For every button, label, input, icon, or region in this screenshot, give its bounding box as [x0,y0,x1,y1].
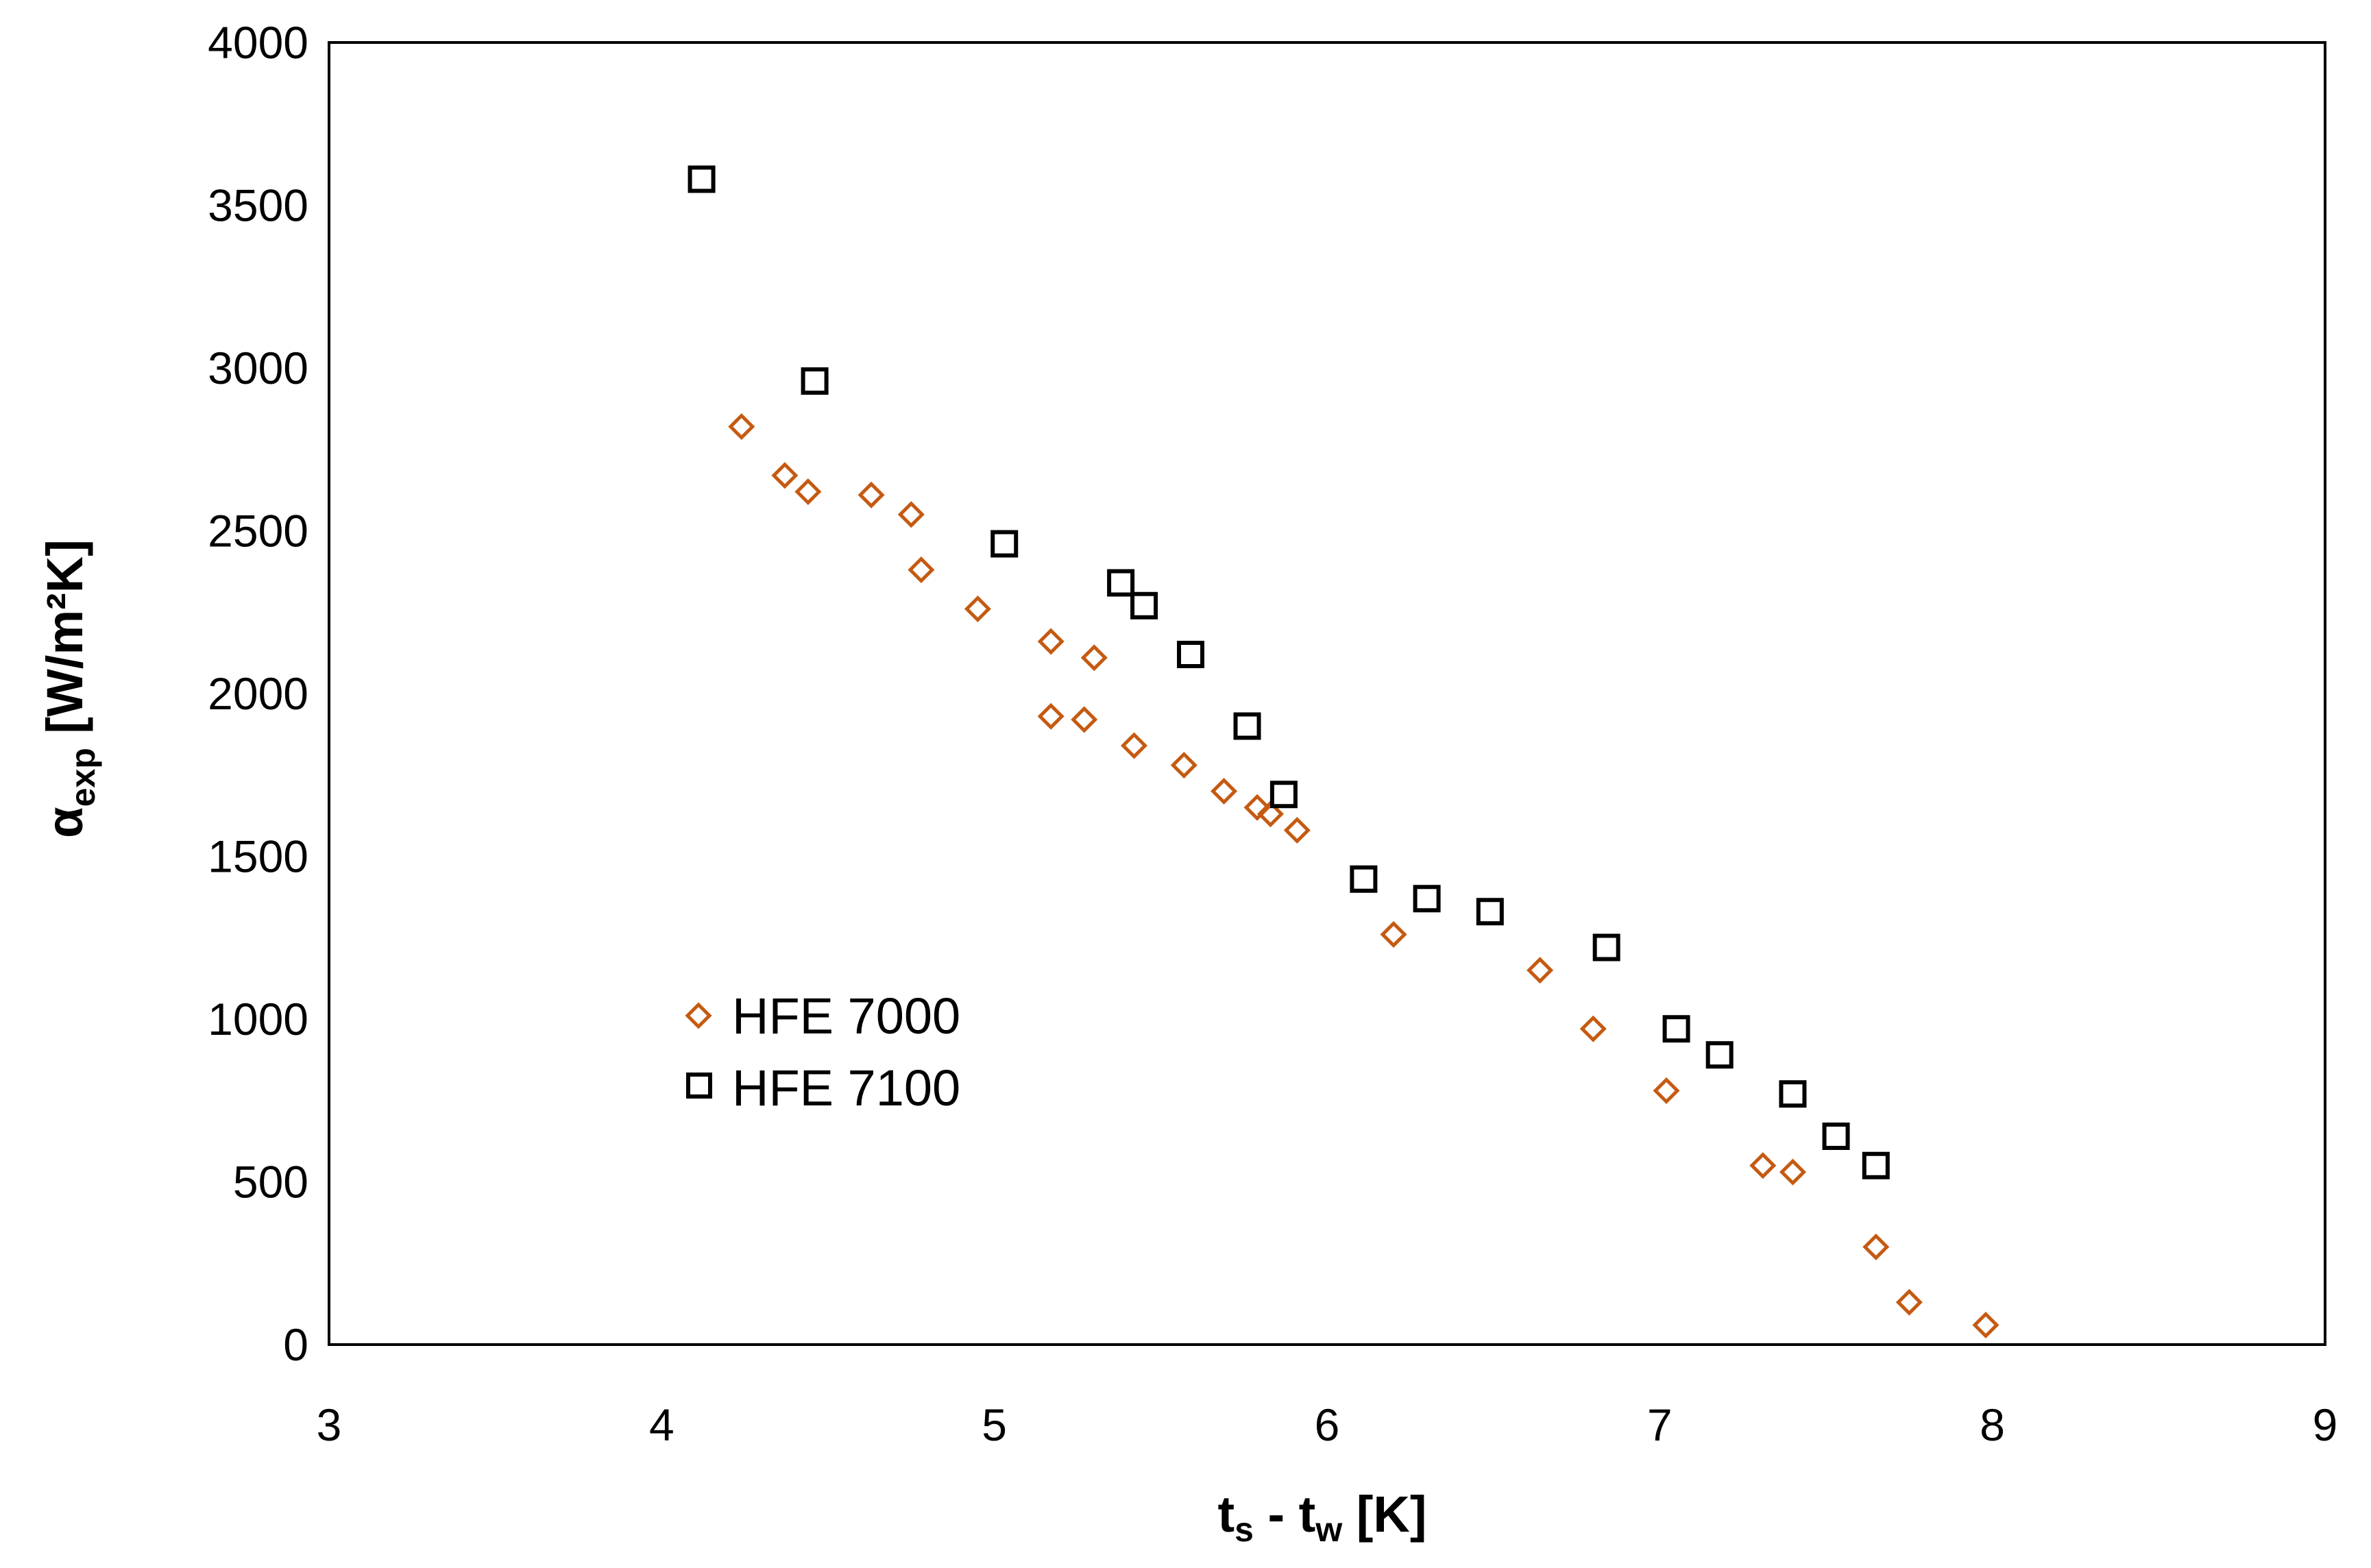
y-tick-label: 2000 [208,668,308,719]
data-point-diamond [771,462,799,489]
y-tick-label: 3000 [208,343,308,393]
x-tick-label: 7 [1647,1399,1673,1450]
y-axis-title-subscript: exp [64,748,102,807]
data-point-diamond [1080,644,1108,672]
legend-label-hfe-7100: HFE 7100 [732,1059,960,1116]
data-point-square [990,530,1019,558]
x-tick-label: 3 [317,1399,342,1450]
data-point-diamond [1653,1077,1680,1105]
data-point-diamond [1527,957,1554,984]
x-axis-title-mid: - t [1254,1486,1315,1543]
y-tick-label: 3500 [208,180,308,231]
legend: HFE 7000 HFE 7100 [685,988,960,1116]
data-point-diamond [1256,800,1285,828]
x-axis-title-sub1: s [1235,1510,1254,1549]
data-point-square [1822,1123,1850,1150]
data-point-diamond [1211,777,1238,805]
y-tick-label: 4000 [208,17,308,68]
data-point-square [1269,781,1298,809]
data-point-square [1592,933,1620,961]
y-axis-ticks: 0 500 1000 1500 2000 2500 3000 3500 4000 [208,17,308,1370]
legend-marker-diamond [685,1002,712,1029]
data-point-square [1233,712,1261,740]
legend-item-hfe-7100: HFE 7100 [686,1059,960,1116]
data-point-square [688,165,716,193]
data-point-square [1476,898,1504,926]
data-point-diamond [1120,732,1148,759]
y-tick-label: 1000 [208,994,308,1044]
x-axis-ticks: 3 4 5 6 7 8 9 [317,1399,2338,1450]
y-tick-label: 0 [283,1319,308,1370]
data-point-square [1862,1151,1890,1179]
data-point-diamond [1037,702,1065,730]
data-point-diamond [897,501,925,528]
data-point-diamond [728,413,755,441]
legend-marker-square [686,1073,712,1099]
y-tick-label: 1500 [208,831,308,882]
x-tick-label: 5 [982,1399,1007,1450]
x-axis-title-unit: [K] [1342,1486,1426,1543]
data-point-square [1413,885,1441,913]
x-tick-label: 9 [2313,1399,2338,1450]
y-axis-title-unit: [W/m²K] [36,539,93,748]
y-axis-title-main: α [36,807,93,838]
data-point-diamond [1972,1311,1999,1339]
data-point-square [1779,1080,1807,1108]
x-tick-label: 4 [649,1399,674,1450]
data-point-diamond [1283,816,1311,844]
data-point-square [1662,1015,1690,1043]
x-tick-label: 6 [1315,1399,1340,1450]
data-point-diamond [1895,1288,1923,1316]
data-point-diamond [1037,628,1065,655]
data-point-diamond [1071,706,1098,733]
data-point-diamond [964,595,991,623]
x-axis-title-main: t [1217,1486,1235,1543]
series-hfe-7000 [728,413,1999,1339]
data-point-square [1705,1041,1734,1069]
y-tick-label: 500 [233,1157,308,1208]
data-point-diamond [794,478,822,506]
legend-item-hfe-7000: HFE 7000 [685,988,960,1044]
data-point-square [1130,591,1158,620]
x-axis-title: ts - tw [K] [1217,1486,1426,1549]
data-point-diamond [858,481,885,509]
series-hfe-7100 [688,165,1890,1179]
x-tick-label: 8 [1980,1399,2005,1450]
plot-area-frame [328,41,2326,1346]
data-point-diamond [1779,1158,1807,1186]
data-point-diamond [1862,1233,1890,1261]
x-axis-title-sub2: w [1315,1510,1342,1549]
data-point-diamond [1380,920,1407,948]
y-axis-title: αexp [W/m²K] [36,539,102,838]
legend-label-hfe-7000: HFE 7000 [732,988,960,1044]
data-point-diamond [1243,794,1271,821]
data-point-diamond [908,556,935,584]
data-point-square [1350,865,1378,893]
y-tick-label: 2500 [208,506,308,556]
data-point-diamond [1749,1152,1777,1179]
data-point-square [1107,569,1135,597]
data-point-square [801,367,829,395]
data-point-diamond [1170,751,1197,779]
data-points [688,165,1999,1339]
data-point-diamond [1579,1015,1607,1042]
data-point-square [1177,641,1205,668]
